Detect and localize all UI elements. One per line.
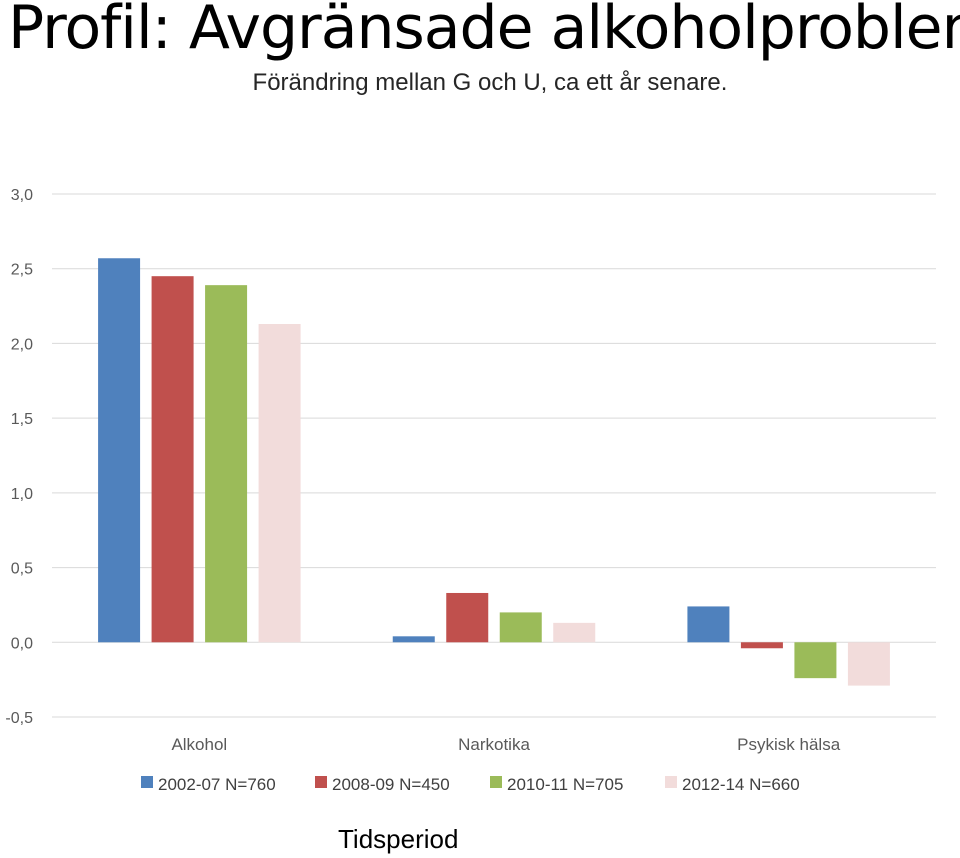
bar bbox=[205, 285, 248, 643]
legend-label: 2008-09 N=450 bbox=[332, 775, 450, 794]
y-axis-ticks: 3,0 2,5 2,0 1,5 1,0 0,5 0,0 -0,5 bbox=[5, 187, 33, 727]
y-tick-label: 1,0 bbox=[11, 486, 33, 503]
y-tick-label: 2,5 bbox=[11, 262, 33, 279]
gridlines bbox=[52, 193, 936, 718]
y-tick-label: 3,0 bbox=[11, 187, 33, 204]
bar bbox=[98, 258, 141, 643]
legend-label: 2002-07 N=760 bbox=[158, 775, 276, 794]
bar bbox=[740, 642, 783, 649]
bar bbox=[392, 636, 435, 643]
legend-label: 2012-14 N=660 bbox=[682, 775, 800, 794]
bar-chart: 3,0 2,5 2,0 1,5 1,0 0,5 0,0 -0,5 Alkohol Narkoti… bbox=[5, 187, 936, 794]
y-tick-label: 1,5 bbox=[11, 411, 33, 428]
bars bbox=[98, 258, 890, 686]
bar bbox=[151, 276, 194, 643]
category-labels: Alkohol Narkotika Psykisk hälsa bbox=[171, 735, 840, 754]
legend-swatch bbox=[315, 776, 327, 788]
bar bbox=[446, 592, 489, 643]
bar bbox=[687, 606, 730, 643]
bar bbox=[553, 622, 596, 643]
y-tick-label: 0,5 bbox=[11, 561, 33, 578]
legend-swatch bbox=[490, 776, 502, 788]
y-tick-label: 2,0 bbox=[11, 336, 33, 353]
legend-swatch bbox=[141, 776, 153, 788]
chart-title: Profil: Avgränsade alkoholproblem bbox=[8, 0, 960, 63]
y-tick-label: -0,5 bbox=[5, 710, 33, 727]
bar bbox=[847, 642, 890, 686]
legend-label: 2010-11 N=705 bbox=[507, 775, 623, 794]
category-label: Narkotika bbox=[458, 735, 530, 754]
bar bbox=[258, 324, 301, 643]
category-label: Psykisk hälsa bbox=[737, 735, 841, 754]
legend-swatch bbox=[665, 776, 677, 788]
legend: 2002-07 N=760 2008-09 N=450 2010-11 N=705 2… bbox=[141, 775, 800, 794]
chart-subtitle: Förändring mellan G och U, ca ett år sen… bbox=[252, 69, 728, 96]
y-tick-label: 0,0 bbox=[11, 635, 33, 652]
bar bbox=[499, 612, 542, 643]
x-axis-label: Tidsperiod bbox=[338, 824, 459, 854]
category-label: Alkohol bbox=[171, 735, 227, 754]
bar bbox=[794, 642, 837, 679]
